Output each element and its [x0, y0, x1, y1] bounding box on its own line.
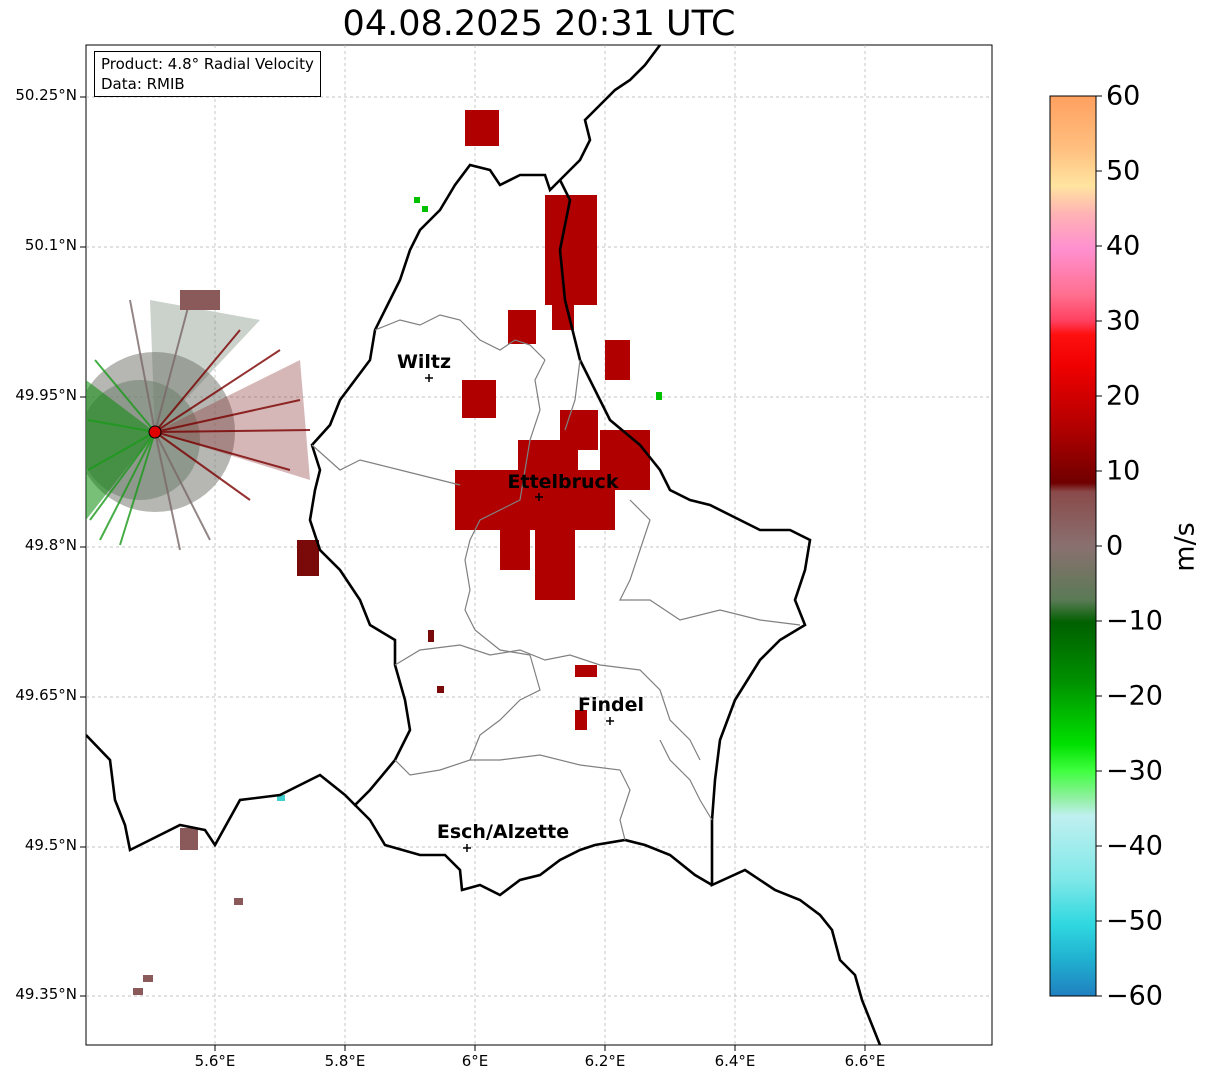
- national-border: [86, 45, 662, 852]
- axis-ticks: [80, 96, 866, 1051]
- city-label-ettelbruck: Ettelbruck: [508, 471, 619, 493]
- lon-tick-label: 6.2°E: [584, 1052, 626, 1070]
- colorbar-tick-label: 50: [1106, 155, 1141, 187]
- lon-tick-label: 6.6°E: [844, 1052, 886, 1070]
- colorbar-tick-label: 10: [1106, 455, 1141, 487]
- lon-tick-label: 5.8°E: [324, 1052, 366, 1070]
- colorbar-tick-label: 20: [1106, 380, 1141, 412]
- colorbar-tick-label: −50: [1106, 905, 1163, 937]
- colorbar-tick-label: 0: [1106, 530, 1124, 562]
- colorbar-unit-label: m/s: [1169, 522, 1201, 572]
- data-source-label: Data: RMIB: [101, 75, 185, 93]
- product-info-box: Product: 4.8° Radial Velocity Data: RMIB: [94, 51, 321, 97]
- colorbar-ticks: [1096, 95, 1102, 997]
- city-label-findel: Findel: [578, 694, 644, 716]
- echo-cells: [133, 110, 662, 995]
- southern-border: [354, 804, 713, 897]
- lat-tick-label: 49.65°N: [15, 686, 77, 704]
- colorbar-tick-label: −10: [1106, 605, 1163, 637]
- lat-tick-label: 49.8°N: [24, 536, 77, 554]
- colorbar-tick-label: 30: [1106, 305, 1141, 337]
- map-title: 04.08.2025 20:31 UTC: [342, 4, 736, 44]
- city-markers: [425, 374, 614, 852]
- city-label-esch: Esch/Alzette: [437, 821, 569, 843]
- colorbar: [1049, 95, 1097, 997]
- radar-site-marker: [148, 425, 162, 439]
- colorbar-tick-label: −60: [1106, 980, 1163, 1012]
- lon-tick-label: 6°E: [461, 1052, 489, 1070]
- radar-site-echoes: [86, 299, 311, 551]
- colorbar-tick-label: −30: [1106, 755, 1163, 787]
- lat-tick-label: 49.5°N: [24, 836, 77, 854]
- lat-tick-label: 49.95°N: [15, 386, 77, 404]
- lat-tick-label: 49.35°N: [15, 985, 77, 1003]
- lon-tick-label: 5.6°E: [194, 1052, 236, 1070]
- product-label: Product: 4.8° Radial Velocity: [101, 55, 314, 73]
- city-label-wiltz: Wiltz: [397, 351, 451, 373]
- colorbar-tick-label: −20: [1106, 680, 1163, 712]
- colorbar-tick-label: 60: [1106, 80, 1141, 112]
- lat-tick-label: 50.1°N: [24, 236, 77, 254]
- colorbar-tick-label: −40: [1106, 830, 1163, 862]
- lat-tick-label: 50.25°N: [15, 86, 77, 104]
- canton-borders: [311, 314, 801, 841]
- eastern-border: [558, 179, 882, 1045]
- lon-tick-label: 6.4°E: [714, 1052, 756, 1070]
- colorbar-tick-label: 40: [1106, 230, 1141, 262]
